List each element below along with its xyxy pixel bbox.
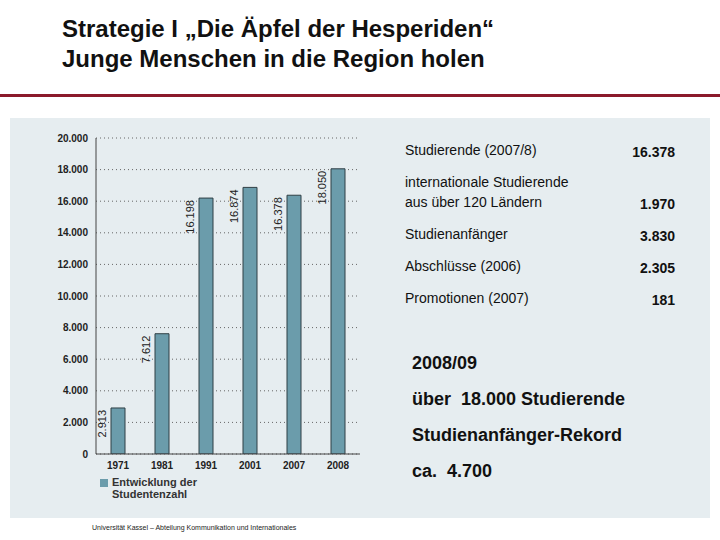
svg-text:2007: 2007 [283,460,306,471]
svg-text:12.000: 12.000 [57,259,88,270]
html-text:Strategie I „Die Äpfel der Hes: Strategie I „Die Äpfel der Hesperiden“ [62,15,495,42]
svg-text:16.000: 16.000 [57,196,88,207]
svg-text:2001: 2001 [239,460,262,471]
svg-text:7.612: 7.612 [140,336,152,364]
svg-text:2.000: 2.000 [63,417,88,428]
html-text:Junge Menschen in die Region h: Junge Menschen in die Region holen [62,45,485,72]
html-text:2008/09: 2008/09 [412,353,478,373]
html-text:181: 181 [651,292,675,308]
svg-text:1991: 1991 [195,460,218,471]
html-text:internationale Studierende aus: internationale Studierende aus über 120 … [405,174,569,210]
svg-text:16.198: 16.198 [184,200,196,234]
svg-text:4.000: 4.000 [63,385,88,396]
html-text:Studierende (2007/8): Studierende (2007/8) [405,142,537,158]
html-text:ca. 4.700: ca. 4.700 [412,461,493,481]
svg-text:16.874: 16.874 [228,189,240,223]
html-text:3.830: 3.830 [640,228,675,244]
html-text:16.378: 16.378 [632,144,675,160]
svg-text:8.000: 8.000 [63,322,88,333]
svg-text:16.378: 16.378 [272,197,284,231]
html-text:1.970: 1.970 [640,196,675,212]
svg-text:2.913: 2.913 [96,410,108,438]
svg-text:10.000: 10.000 [57,291,88,302]
html-text:Studienanfänger-Rekord: Studienanfänger-Rekord [412,425,622,445]
svg-text:14.000: 14.000 [57,227,88,238]
html-text:Promotionen (2007): Promotionen (2007) [405,290,529,306]
svg-text:2008: 2008 [327,460,350,471]
svg-text:1971: 1971 [107,460,130,471]
svg-text:1981: 1981 [151,460,174,471]
svg-text:6.000: 6.000 [63,354,88,365]
html-text:Entwicklung der Studentenzahl: Entwicklung der Studentenzahl [112,476,197,500]
html-text:Studienanfänger: Studienanfänger [405,226,508,242]
html-text:über 18.000 Studierende: über 18.000 Studierende [412,389,626,409]
html-text:Abschlüsse (2006): Abschlüsse (2006) [405,258,521,274]
html-text:2.305: 2.305 [640,260,675,276]
svg-text:18.050: 18.050 [316,171,328,205]
svg-text:0: 0 [82,449,88,460]
svg-text:18.000: 18.000 [57,164,88,175]
svg-text:20.000: 20.000 [57,133,88,144]
html-text:Universität Kassel – Abteilung: Universität Kassel – Abteilung Kommunika… [92,524,297,531]
